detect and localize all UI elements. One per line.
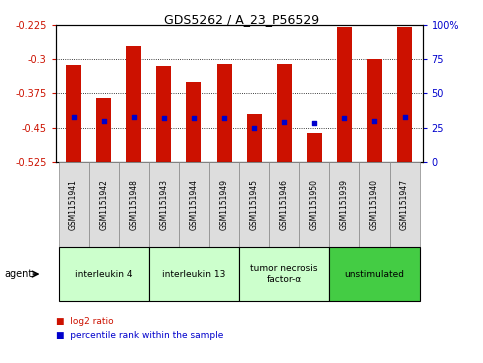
Text: GDS5262 / A_23_P56529: GDS5262 / A_23_P56529: [164, 13, 319, 26]
Text: unstimulated: unstimulated: [344, 270, 404, 278]
Text: ■  percentile rank within the sample: ■ percentile rank within the sample: [56, 331, 223, 340]
Bar: [247, 114, 262, 162]
Point: [100, 118, 108, 123]
Bar: [216, 64, 231, 162]
Point: [130, 114, 138, 119]
Text: GSM1151939: GSM1151939: [340, 179, 349, 230]
Text: GSM1151946: GSM1151946: [280, 179, 289, 230]
Point: [341, 115, 348, 121]
Text: GSM1151940: GSM1151940: [370, 179, 379, 230]
Point: [370, 118, 378, 123]
Point: [160, 115, 168, 121]
Text: GSM1151945: GSM1151945: [250, 179, 258, 230]
Point: [220, 115, 228, 121]
Text: interleukin 4: interleukin 4: [75, 270, 132, 278]
Bar: [337, 27, 352, 162]
Point: [70, 114, 77, 119]
Text: GSM1151950: GSM1151950: [310, 179, 319, 230]
Point: [190, 115, 198, 121]
Bar: [277, 64, 292, 162]
Text: interleukin 13: interleukin 13: [162, 270, 226, 278]
Text: GSM1151941: GSM1151941: [69, 179, 78, 230]
Bar: [367, 60, 382, 162]
Text: GSM1151949: GSM1151949: [220, 179, 228, 230]
Point: [311, 121, 318, 126]
Bar: [186, 82, 201, 162]
Point: [280, 119, 288, 125]
Text: GSM1151943: GSM1151943: [159, 179, 169, 230]
Point: [401, 114, 409, 119]
Text: GSM1151942: GSM1151942: [99, 179, 108, 230]
Text: tumor necrosis
factor-α: tumor necrosis factor-α: [251, 264, 318, 284]
Bar: [307, 133, 322, 162]
Text: ■  log2 ratio: ■ log2 ratio: [56, 317, 113, 326]
Point: [250, 125, 258, 130]
Text: GSM1151948: GSM1151948: [129, 179, 138, 230]
Text: agent: agent: [5, 269, 33, 279]
Text: GSM1151947: GSM1151947: [400, 179, 409, 230]
Bar: [66, 65, 81, 162]
Bar: [96, 98, 111, 162]
Bar: [397, 27, 412, 162]
Bar: [126, 46, 142, 162]
Text: GSM1151944: GSM1151944: [189, 179, 199, 230]
Bar: [156, 66, 171, 162]
